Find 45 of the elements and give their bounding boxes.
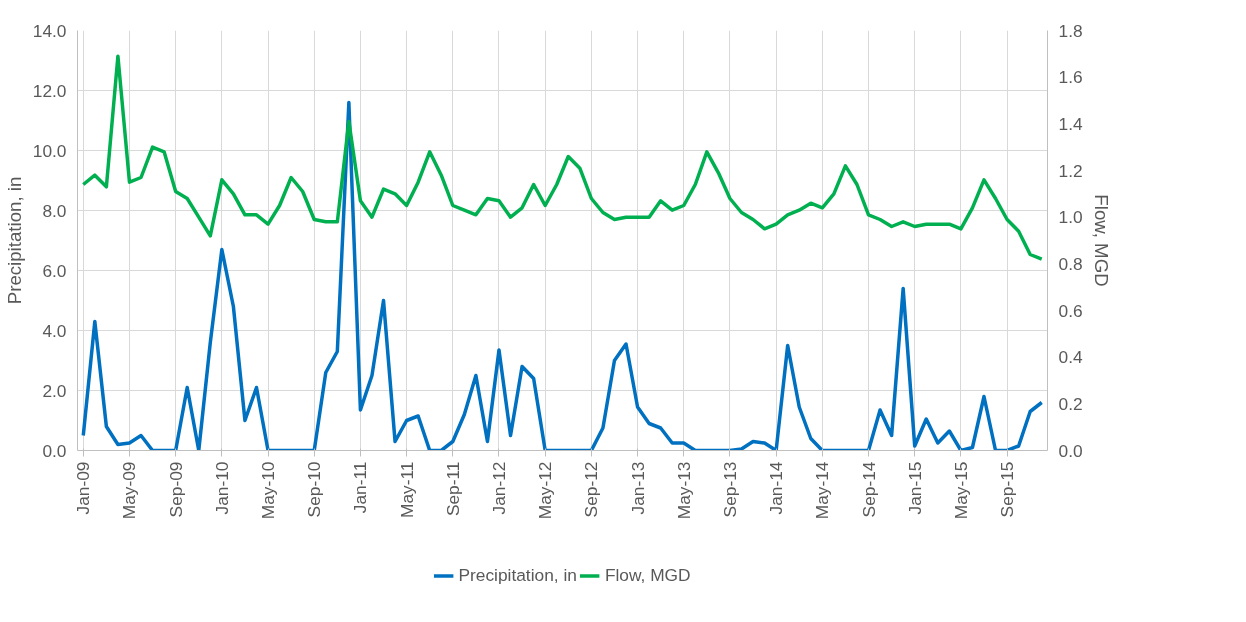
x-tick-label: May-12 xyxy=(535,461,556,520)
y2-axis-title: Flow, MGD xyxy=(1090,194,1112,287)
x-tick-label: Jan-14 xyxy=(766,461,787,515)
y2-tick-label: 0.8 xyxy=(1058,253,1083,274)
x-tick-label: Jan-09 xyxy=(73,461,94,515)
x-tick-label: Sep-13 xyxy=(719,461,740,518)
y-axis-title: Precipitation, in xyxy=(3,176,25,305)
x-tick-label: May-09 xyxy=(119,461,140,520)
legend-label: Precipitation, in xyxy=(458,564,577,586)
x-tick-label: Sep-11 xyxy=(442,461,463,517)
x-tick-label: May-14 xyxy=(812,461,833,520)
x-tick-label: May-11 xyxy=(396,461,417,518)
y2-tick-label: 1.0 xyxy=(1058,207,1083,228)
x-tick-label: Sep-10 xyxy=(304,461,325,518)
x-tick-label: Jan-12 xyxy=(488,461,509,515)
y2-tick-label: 0.6 xyxy=(1058,300,1083,321)
y-tick-label: 4.0 xyxy=(42,320,67,341)
x-tick-label: Sep-14 xyxy=(858,461,879,518)
x-tick-label: Jan-13 xyxy=(627,461,648,515)
y-tick-label: 6.0 xyxy=(42,260,67,281)
y-tick-label: 8.0 xyxy=(42,200,67,221)
x-tick-label: Jan-15 xyxy=(904,461,925,515)
y2-tick-label: 0.4 xyxy=(1058,347,1083,368)
x-tick-label: May-13 xyxy=(673,461,694,520)
y-tick-label: 10.0 xyxy=(32,140,67,161)
legend-label: Flow, MGD xyxy=(604,564,691,586)
y-tick-label: 0.0 xyxy=(42,440,67,461)
y2-tick-label: 0.2 xyxy=(1058,393,1083,414)
y2-tick-label: 1.8 xyxy=(1058,20,1083,41)
y-tick-label: 2.0 xyxy=(42,380,67,401)
x-tick-label: Jan-10 xyxy=(211,461,232,515)
y-tick-label: 12.0 xyxy=(32,80,67,101)
y2-tick-label: 1.2 xyxy=(1058,160,1083,181)
y2-tick-label: 1.6 xyxy=(1058,67,1083,88)
y-tick-label: 14.0 xyxy=(32,20,67,41)
y2-tick-label: 0.0 xyxy=(1058,440,1083,461)
x-tick-label: Sep-15 xyxy=(997,461,1018,518)
x-tick-label: Sep-09 xyxy=(165,461,186,518)
line-series xyxy=(81,100,1044,451)
x-tick-label: May-15 xyxy=(950,461,971,520)
line-series xyxy=(81,54,1044,261)
x-tick-label: Jan-11 xyxy=(350,461,371,514)
x-tick-label: Sep-12 xyxy=(581,461,602,518)
y2-tick-label: 1.4 xyxy=(1058,113,1083,134)
x-tick-label: May-10 xyxy=(258,461,279,520)
